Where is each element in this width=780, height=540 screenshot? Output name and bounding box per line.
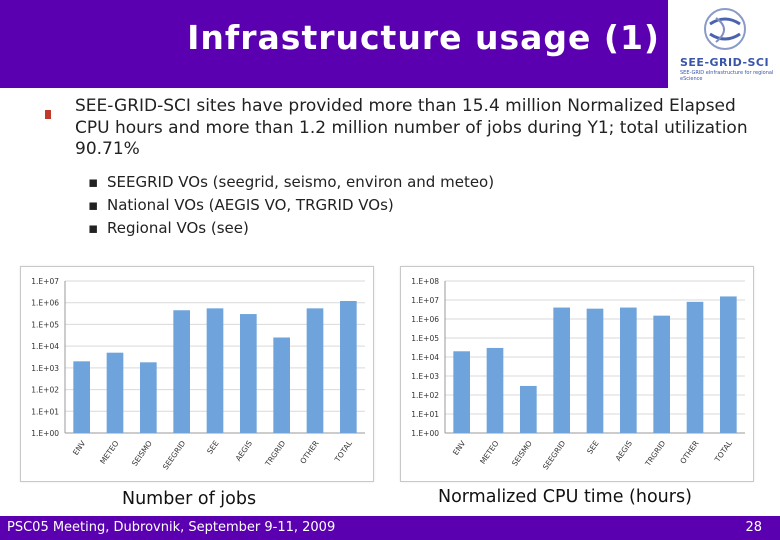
bar [486,347,504,433]
sub-bullet-item: ▪ National VOs (AEGIS VO, TRGRID VOs) [88,194,494,217]
square-bullet-icon: ▪ [88,196,99,214]
y-tick-label: 1.E+05 [411,334,439,343]
bar [206,308,224,433]
y-tick-label: 1.E+02 [31,386,59,395]
x-tick-label: SEE [585,439,601,456]
y-tick-label: 1.E+04 [31,342,59,351]
square-bullet-icon: ▪ [88,219,99,237]
main-bullet-text: SEE-GRID-SCI sites have provided more th… [75,96,748,159]
x-tick-label: ENV [71,438,88,457]
bar [273,337,290,433]
y-tick-label: 1.E+00 [411,429,439,438]
bar [686,301,704,433]
bar [106,352,124,433]
globe-icon [704,8,746,50]
footer-bar: PSC05 Meeting, Dubrovnik, September 9-11… [0,516,780,540]
x-tick-label: SEEGRID [161,439,188,472]
x-tick-label: TRGRID [643,439,668,469]
logo-subtext: SEE-GRID eInfrastructure for regional eS… [680,70,774,82]
x-tick-label: TRGRID [263,439,288,469]
x-tick-label: TOTAL [712,438,734,464]
jobs-chart: 1.E+00 1.E+01 1.E+02 1.E+03 1.E+04 1.E+05 1.E+… [20,266,374,482]
sub-bullet-text: Regional VOs (see) [107,219,249,237]
bar [73,361,90,433]
bar [720,296,737,433]
jobs-chart-svg: 1.E+00 1.E+01 1.E+02 1.E+03 1.E+04 1.E+05 1.E+… [31,277,365,472]
x-tick-label: SEISMO [510,439,534,468]
x-tick-label: SEEGRID [541,439,568,472]
y-tick-label: 1.E+01 [411,410,439,419]
y-tick-label: 1.E+03 [31,364,59,373]
y-tick-label: 1.E+03 [411,372,439,381]
x-tick-label: METEO [478,439,501,466]
y-tick-label: 1.E+00 [31,429,59,438]
cpu-chart: 1.E+00 1.E+01 1.E+02 1.E+03 1.E+04 1.E+05 1.E+… [400,266,754,482]
sub-bullet-text: National VOs (AEGIS VO, TRGRID VOs) [107,196,394,214]
x-tick-label: TOTAL [332,438,354,464]
sub-bullet-item: ▪ Regional VOs (see) [88,217,494,240]
y-tick-label: 1.E+06 [411,315,439,324]
x-tick-label: OTHER [678,439,700,466]
page-number: 28 [745,520,762,535]
square-bullet-icon: ▪ [88,173,99,191]
title-bar: Infrastructure usage (1) [0,0,668,88]
x-tick-label: AEGIS [614,439,635,463]
bar [553,307,570,433]
y-tick-label: 1.E+05 [31,320,59,329]
bar [653,315,670,433]
footer-meeting-text: PSC05 Meeting, Dubrovnik, September 9-11… [7,520,336,535]
y-tick-label: 1.E+04 [411,353,439,362]
x-tick-label: SEE [205,439,221,456]
bullet-marker [45,110,51,119]
bar [586,308,604,433]
y-tick-label: 1.E+06 [31,299,59,308]
x-tick-label: SEISMO [130,439,154,468]
y-tick-label: 1.E+01 [31,407,59,416]
bar [306,308,324,433]
sub-bullet-item: ▪ SEEGRID VOs (seegrid, seismo, environ a… [88,171,494,194]
bar [620,307,637,433]
slide-title: Infrastructure usage (1) [187,18,660,57]
x-tick-label: OTHER [298,439,320,466]
logo: SEE-GRID-SCI SEE-GRID eInfrastructure fo… [672,0,780,88]
sub-bullet-text: SEEGRID VOs (seegrid, seismo, environ an… [107,173,495,191]
bar [240,314,257,433]
x-tick-label: AEGIS [234,439,255,463]
logo-text: SEE-GRID-SCI [680,56,770,69]
cpu-chart-svg: 1.E+00 1.E+01 1.E+02 1.E+03 1.E+04 1.E+05 1.E+… [411,277,745,472]
y-tick-label: 1.E+07 [31,277,59,286]
jobs-chart-caption: Number of jobs [122,489,257,509]
cpu-chart-caption: Normalized CPU time (hours) [438,487,692,507]
bar [140,362,157,433]
bar [520,385,537,433]
x-tick-label: METEO [98,439,121,466]
bar [453,351,470,433]
bar [173,310,190,433]
y-tick-label: 1.E+07 [411,296,439,305]
bar [340,300,357,433]
sub-bullet-list: ▪ SEEGRID VOs (seegrid, seismo, environ a… [88,171,494,240]
y-tick-label: 1.E+02 [411,391,439,400]
x-tick-label: ENV [451,438,468,457]
y-tick-label: 1.E+08 [411,277,439,286]
